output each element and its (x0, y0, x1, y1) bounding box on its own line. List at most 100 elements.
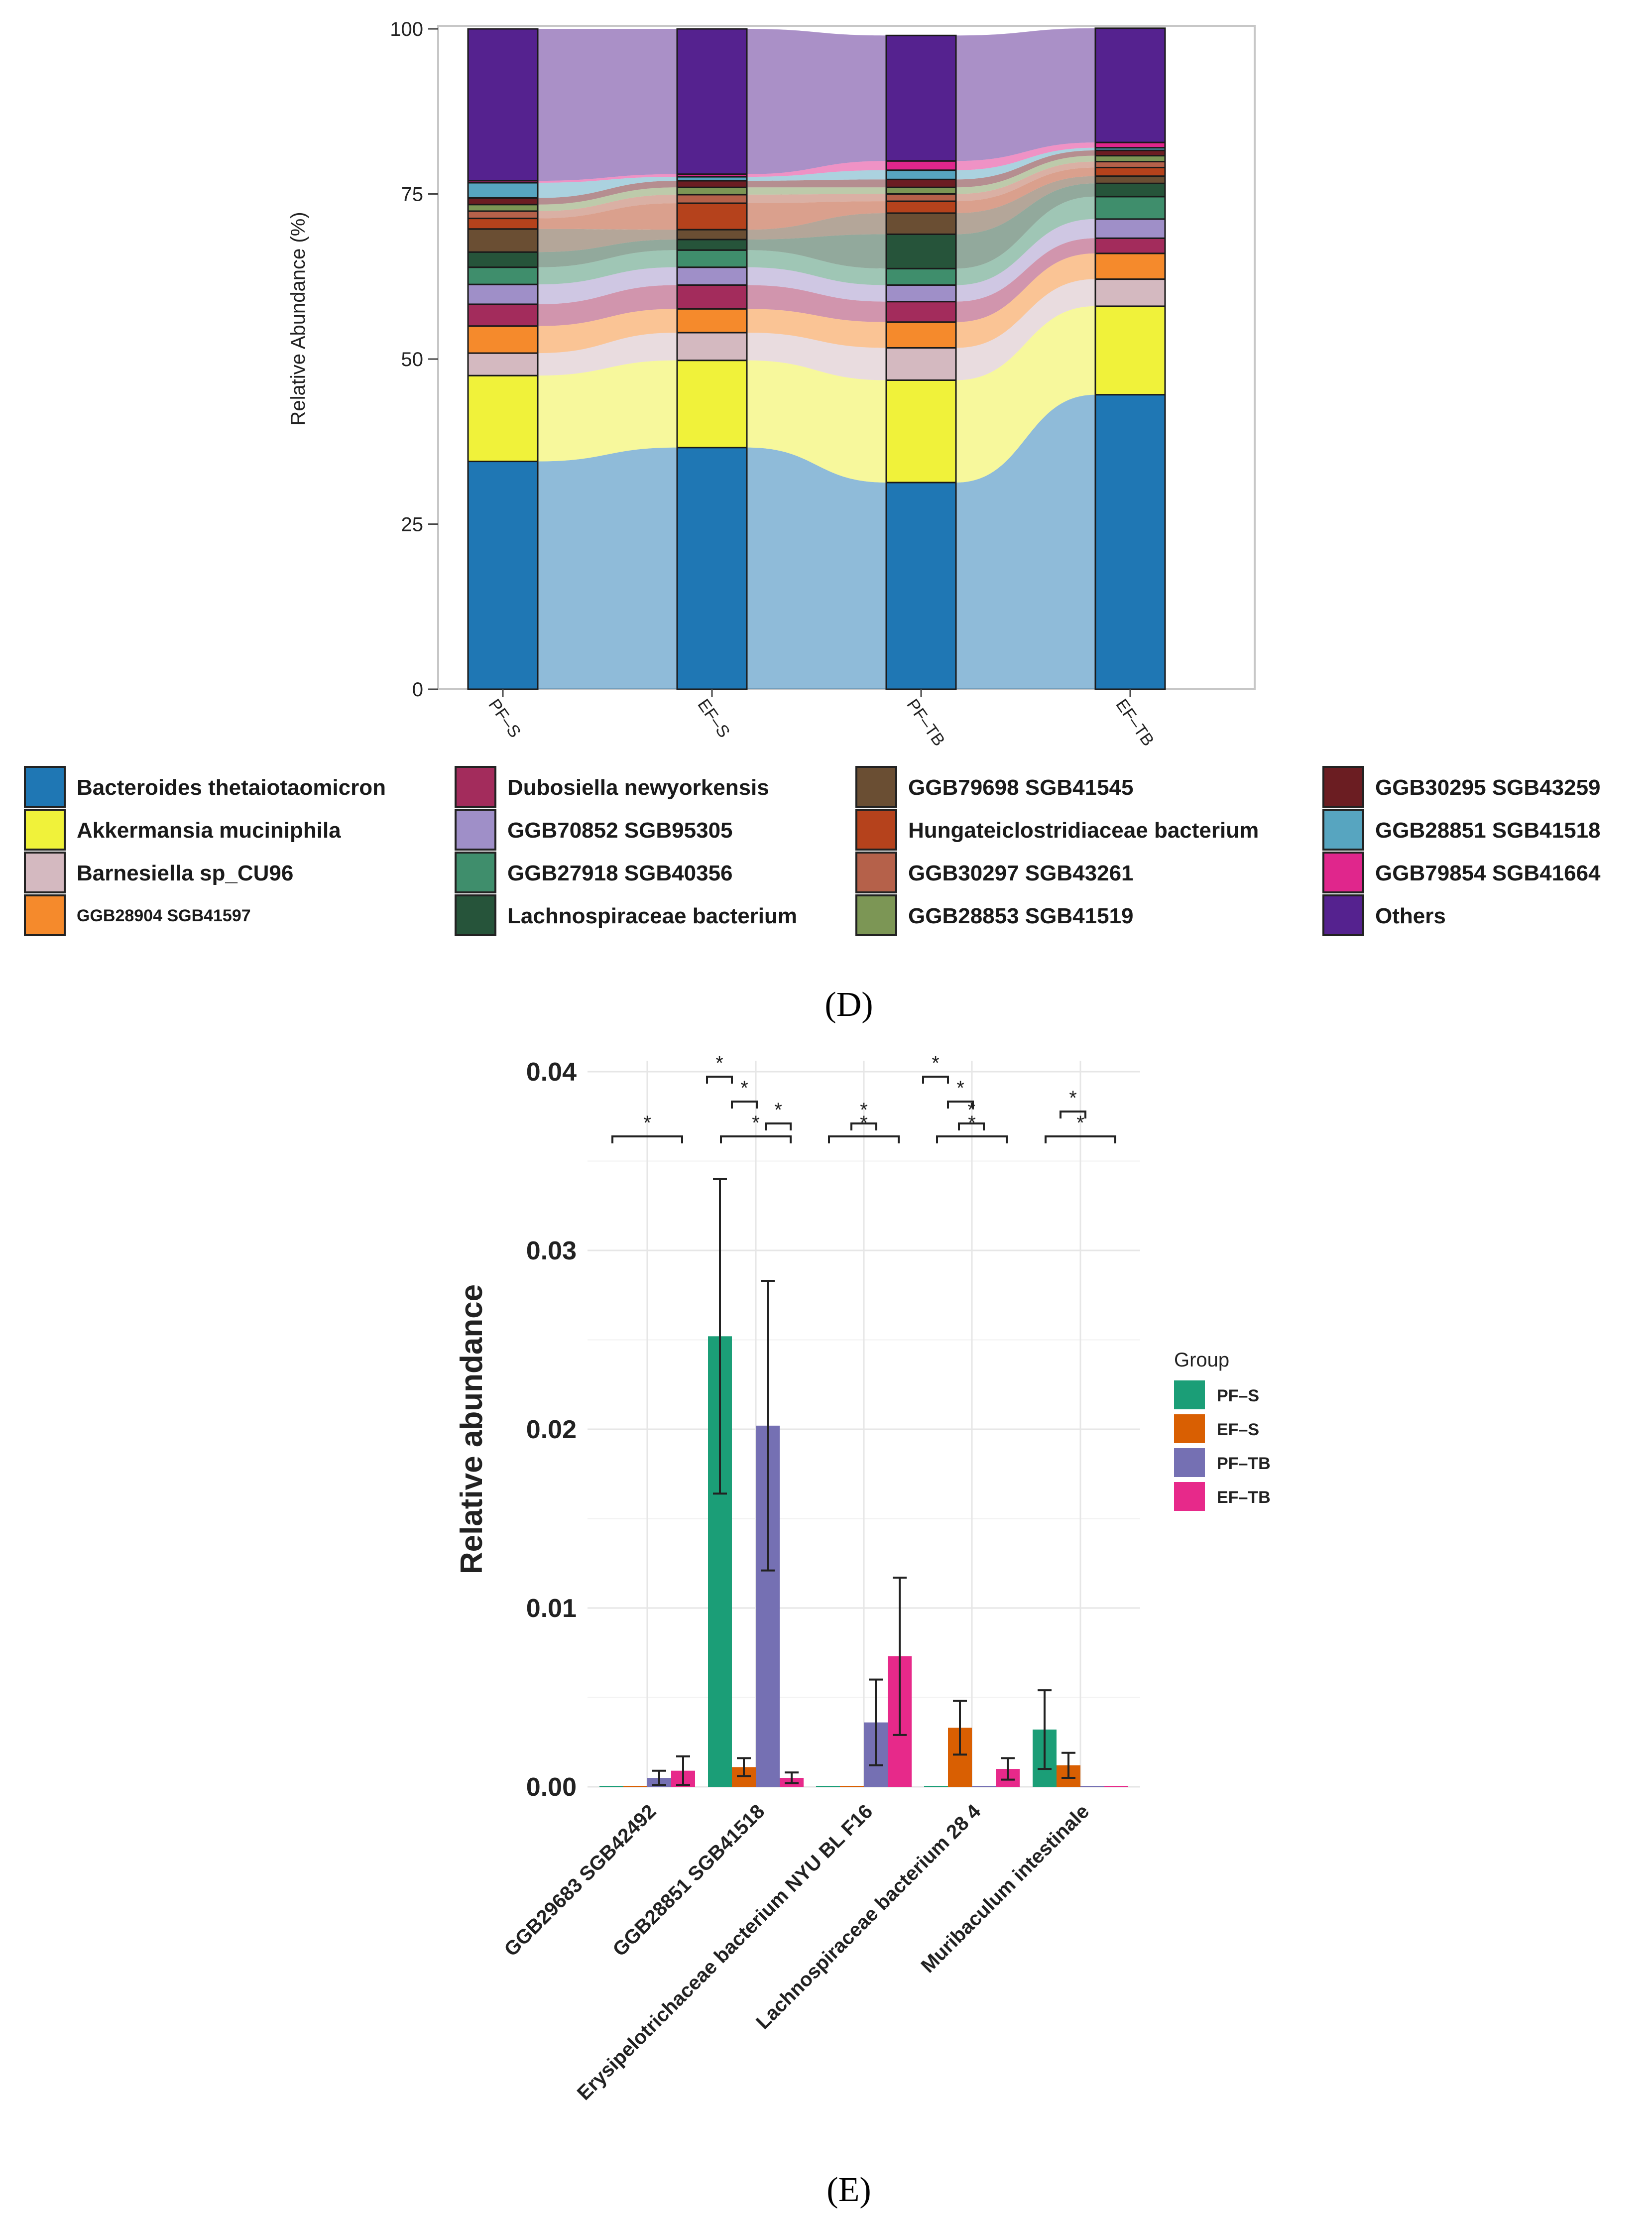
bar-segment-hungateiclostridiaceae-bacterium-ef-s (676, 202, 748, 231)
y-tick-label: 100 (390, 18, 423, 40)
bar-segment-ggb28851-sgb41518-pf-s (467, 182, 539, 199)
y-tick-label: 25 (401, 514, 424, 536)
flow-ggb28904-sgb41597-3 (956, 253, 1095, 348)
flow-ggb79698-sgb41545-1 (538, 229, 677, 252)
bar-segment-ggb28853-sgb41519-pf-s (467, 204, 539, 212)
flow-ggb30297-sgb43261-2 (747, 194, 886, 204)
y-tick-label: 50 (401, 349, 424, 371)
legend-label-ef-tb: EF–TB (1217, 1488, 1271, 1507)
sig-bracket-small (1060, 1111, 1086, 1118)
legend-swatch-pf-tb (1174, 1448, 1205, 1477)
flow-ggb28853-sgb41519-3 (956, 155, 1095, 194)
legend-swatch-hungateiclostridiaceae-bacterium (855, 809, 897, 851)
flow-bacteroides-thetaiotaomicron-1 (538, 447, 677, 689)
bar-segment-akkermansia-muciniphila-ef-tb (1094, 305, 1166, 396)
bar-segment-ggb70852-sgb95305-ef-tb (1094, 218, 1166, 239)
bar-segment-ggb30297-sgb43261-pf-s (467, 210, 539, 220)
legend-swatch-bacteroides-thetaiotaomicron (24, 766, 66, 808)
flow-barnesiella-sp-cu96-1 (538, 332, 677, 376)
legend-swatch-ggb70852-sgb95305 (455, 809, 496, 851)
sig-bracket-small (922, 1076, 949, 1084)
sig-bracket-main-4 (936, 1135, 1008, 1143)
flow-lachnospiraceae-bacterium-1 (538, 239, 677, 267)
y-tick-label: 0.00 (526, 1773, 577, 1802)
bar-segment-ggb27918-sgb40356-pf-s (467, 266, 539, 285)
legend-swatch-akkermansia-muciniphila (24, 809, 66, 851)
sig-bracket-main-5 (1045, 1135, 1116, 1143)
flow-dubosiella-newyorkensis-1 (538, 285, 677, 326)
bar-segment-dubosiella-newyorkensis-ef-tb (1094, 237, 1166, 254)
bar-ef-s-1 (623, 1786, 647, 1787)
legend-label-ggb79698-sgb41545: GGB79698 SGB41545 (908, 775, 1134, 800)
flow-akkermansia-muciniphila-2 (747, 360, 886, 483)
bar-segment-ggb27918-sgb40356-ef-tb (1094, 196, 1166, 220)
flow-bacteroides-thetaiotaomicron-2 (747, 447, 886, 689)
significance-star: * (967, 1099, 975, 1121)
bar-segment-ggb27918-sgb40356-ef-s (676, 249, 748, 268)
legend-swatch-ef-tb (1174, 1482, 1205, 1511)
bar-segment-ggb27918-sgb40356-pf-tb (885, 267, 957, 286)
legend-swatch-barnesiella-sp-cu96 (24, 852, 66, 893)
legend-swatch-ggb30297-sgb43261 (855, 852, 897, 893)
legend-swatch-ggb28851-sgb41518 (1322, 809, 1364, 851)
bar-segment-ggb79698-sgb41545-ef-tb (1094, 175, 1166, 184)
bar-segment-ggb28904-sgb41597-pf-tb (885, 321, 957, 349)
bar-segment-ggb79854-sgb41664-ef-tb (1094, 141, 1166, 149)
flow-ggb28851-sgb41518-2 (747, 170, 886, 181)
bar-segment-others-pf-tb (885, 34, 957, 162)
flow-ggb30297-sgb43261-3 (956, 161, 1095, 202)
flow-akkermansia-muciniphila-1 (538, 360, 677, 462)
sig-bracket-main-2 (720, 1135, 792, 1143)
flow-others-2 (747, 29, 886, 174)
bar-segment-others-ef-tb (1094, 27, 1166, 143)
flow-akkermansia-muciniphila-3 (956, 306, 1095, 483)
bar-segment-bacteroides-thetaiotaomicron-ef-s (676, 447, 748, 690)
bar-segment-ggb28904-sgb41597-pf-s (467, 325, 539, 354)
bar-segment-barnesiella-sp-cu96-ef-tb (1094, 278, 1166, 307)
bar-segment-ggb70852-sgb95305-ef-s (676, 266, 748, 286)
bar-segment-lachnospiraceae-bacterium-ef-s (676, 239, 748, 251)
flow-ggb79854-sgb41664-3 (956, 142, 1095, 170)
significance-brackets: * * * * **** ***** (611, 1052, 1116, 1143)
species-legend: Bacteroides thetaiotaomicron Akkermansia … (24, 766, 1601, 936)
bar-segment-ggb30295-sgb43259-ef-s (676, 180, 748, 188)
flow-ggb28904-sgb41597-1 (538, 309, 677, 354)
flow-ggb70852-sgb95305-1 (538, 267, 677, 304)
legend-label-akkermansia-muciniphila: Akkermansia muciniphila (77, 818, 341, 843)
flow-hungateiclostridiaceae-bacterium-2 (747, 201, 886, 230)
bar-segment-barnesiella-sp-cu96-pf-tb (885, 347, 957, 381)
bar-pf-tb-4 (972, 1786, 996, 1787)
bar-segment-bacteroides-thetaiotaomicron-ef-tb (1094, 394, 1166, 690)
significance-star: * (932, 1052, 940, 1074)
bar-segment-ggb28853-sgb41519-pf-tb (885, 186, 957, 195)
y-axis-title: Relative Abundance (%) (287, 212, 309, 425)
x-axis-ticks: PF–S EF–S PF–TB EF–TB (484, 689, 1158, 749)
sig-bracket-main-3 (828, 1135, 900, 1143)
flow-dubosiella-newyorkensis-2 (747, 285, 886, 322)
bar-segment-others-ef-s (676, 28, 748, 175)
legend-swatch-dubosiella-newyorkensis (455, 766, 496, 808)
bar-segment-barnesiella-sp-cu96-pf-s (467, 352, 539, 376)
bar-pf-tb-5 (1080, 1786, 1104, 1787)
bar-segment-bacteroides-thetaiotaomicron-pf-tb (885, 482, 957, 690)
flow-ggb30297-sgb43261-1 (538, 194, 677, 219)
legend-label-others: Others (1375, 904, 1446, 928)
bar-segment-ggb30295-sgb43259-ef-tb (1094, 149, 1166, 157)
legend-label-ggb30297-sgb43261: GGB30297 SGB43261 (908, 861, 1134, 885)
bar-segment-ggb30297-sgb43261-ef-s (676, 194, 748, 204)
flow-barnesiella-sp-cu96-3 (956, 279, 1095, 380)
x-tick-label: EF–TB (1112, 696, 1158, 749)
y-tick-label: 0 (412, 679, 423, 701)
legend-title: Group (1174, 1349, 1229, 1371)
y-tick-label: 75 (401, 184, 424, 206)
panel-label-e: (E) (826, 2171, 871, 2209)
bar-segment-dubosiella-newyorkensis-pf-s (467, 303, 539, 327)
legend-swatch-ggb27918-sgb40356 (455, 852, 496, 893)
flow-ggb28853-sgb41519-2 (747, 187, 886, 195)
legend-label-hungateiclostridiaceae-bacterium: Hungateiclostridiaceae bacterium (908, 818, 1259, 843)
bar-ef-s-3 (840, 1786, 864, 1787)
grouped-abundance-chart: * * * * **** ***** 0.00 0.01 0.02 0.03 0.04 GGB29… (455, 1052, 1140, 2105)
bar-segment-ggb28853-sgb41519-ef-s (676, 186, 748, 196)
